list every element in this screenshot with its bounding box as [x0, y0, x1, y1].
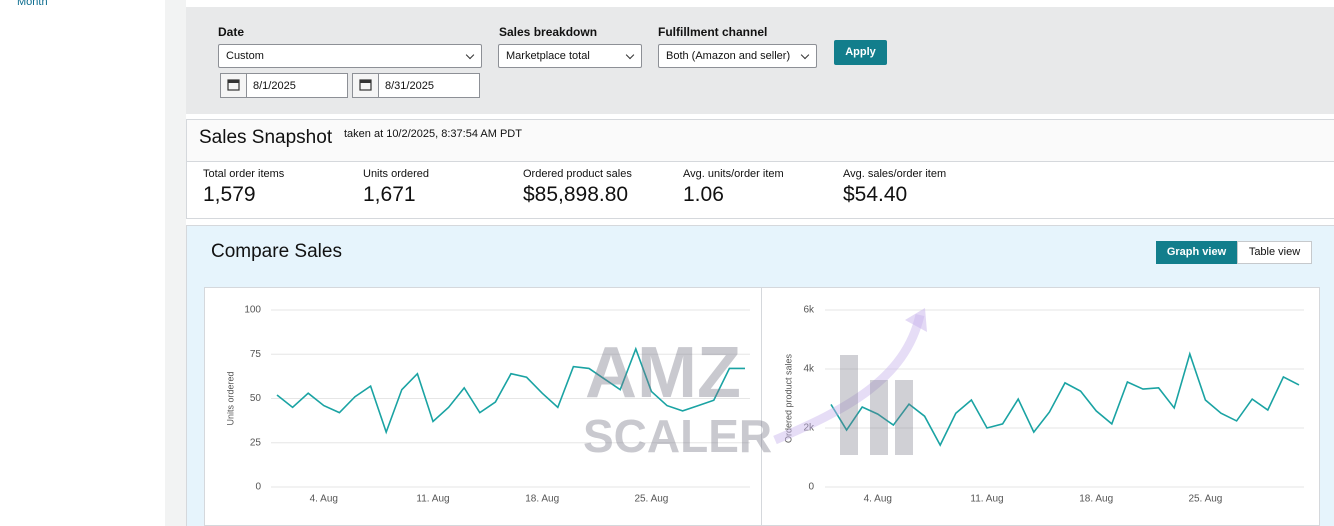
y-tick-label: 100	[244, 305, 261, 316]
metric-value: 1,671	[363, 183, 416, 206]
y-tick-label: 2k	[803, 423, 815, 434]
channel-select[interactable]: Both (Amazon and seller)	[658, 44, 817, 68]
snapshot-time: taken at 10/2/2025, 8:37:54 AM PDT	[344, 128, 522, 140]
y-tick-label: 50	[250, 393, 262, 404]
end-date-text: 8/31/2025	[385, 80, 434, 92]
metric-value: 1,579	[203, 183, 256, 206]
compare-title: Compare Sales	[211, 241, 342, 262]
y-axis-label: Ordered product sales	[783, 353, 793, 443]
metric-label: Avg. sales/order item	[843, 168, 947, 180]
y-axis-label: Units ordered	[225, 371, 235, 425]
series-line	[276, 346, 745, 435]
x-tick-label: 11. Aug	[970, 494, 1003, 505]
sidebar-link[interactable]: Month	[17, 0, 48, 8]
start-date-text: 8/1/2025	[253, 80, 296, 92]
x-tick-label: 18. Aug	[1079, 494, 1113, 505]
metric-label: Ordered product sales	[523, 168, 632, 180]
metric-label: Total order items	[203, 168, 285, 180]
metric-value: $54.40	[843, 183, 908, 206]
metric-value: 1.06	[683, 183, 724, 206]
y-tick-label: 4k	[803, 364, 815, 375]
x-tick-label: 4. Aug	[864, 494, 892, 505]
y-tick-label: 25	[250, 437, 262, 448]
breakdown-label: Sales breakdown	[499, 25, 598, 39]
x-tick-label: 11. Aug	[416, 494, 449, 505]
x-tick-label: 4. Aug	[310, 494, 338, 505]
end-date[interactable]: 8/31/2025	[352, 73, 480, 98]
snapshot-panel	[186, 119, 1334, 219]
chart: 0 2k 4k 6k Ordered product sales 4. Aug 11. Au…	[761, 287, 1320, 526]
start-date[interactable]: 8/1/2025	[220, 73, 348, 98]
breakdown-select[interactable]: Marketplace total	[498, 44, 642, 68]
x-tick-label: 18. Aug	[525, 494, 559, 505]
table-view-button[interactable]: Table view	[1237, 241, 1312, 264]
snapshot-header	[187, 120, 1334, 162]
y-tick-label: 0	[255, 482, 261, 493]
channel-label: Fulfillment channel	[658, 25, 768, 39]
gutter	[165, 0, 186, 526]
date-label: Date	[218, 25, 245, 39]
y-tick-label: 6k	[803, 305, 815, 316]
x-tick-label: 25. Aug	[1188, 494, 1222, 505]
calendar-icon	[221, 74, 247, 97]
date-select[interactable]: Custom	[218, 44, 482, 68]
series-line	[830, 351, 1300, 447]
metric-value: $85,898.80	[523, 183, 629, 206]
x-tick-label: 25. Aug	[634, 494, 668, 505]
metric-label: Avg. units/order item	[683, 168, 784, 180]
graph-view-button[interactable]: Graph view	[1156, 241, 1237, 264]
chart: 0 25 50 75 100 Units ordered 4. Aug 11. Aug 18. …	[204, 287, 762, 526]
calendar-icon	[353, 74, 379, 97]
snapshot-title: Sales Snapshot	[199, 127, 333, 148]
metric-label: Units ordered	[363, 168, 430, 180]
y-tick-label: 0	[808, 482, 814, 493]
apply-button[interactable]: Apply	[834, 40, 887, 65]
y-tick-label: 75	[250, 349, 262, 360]
